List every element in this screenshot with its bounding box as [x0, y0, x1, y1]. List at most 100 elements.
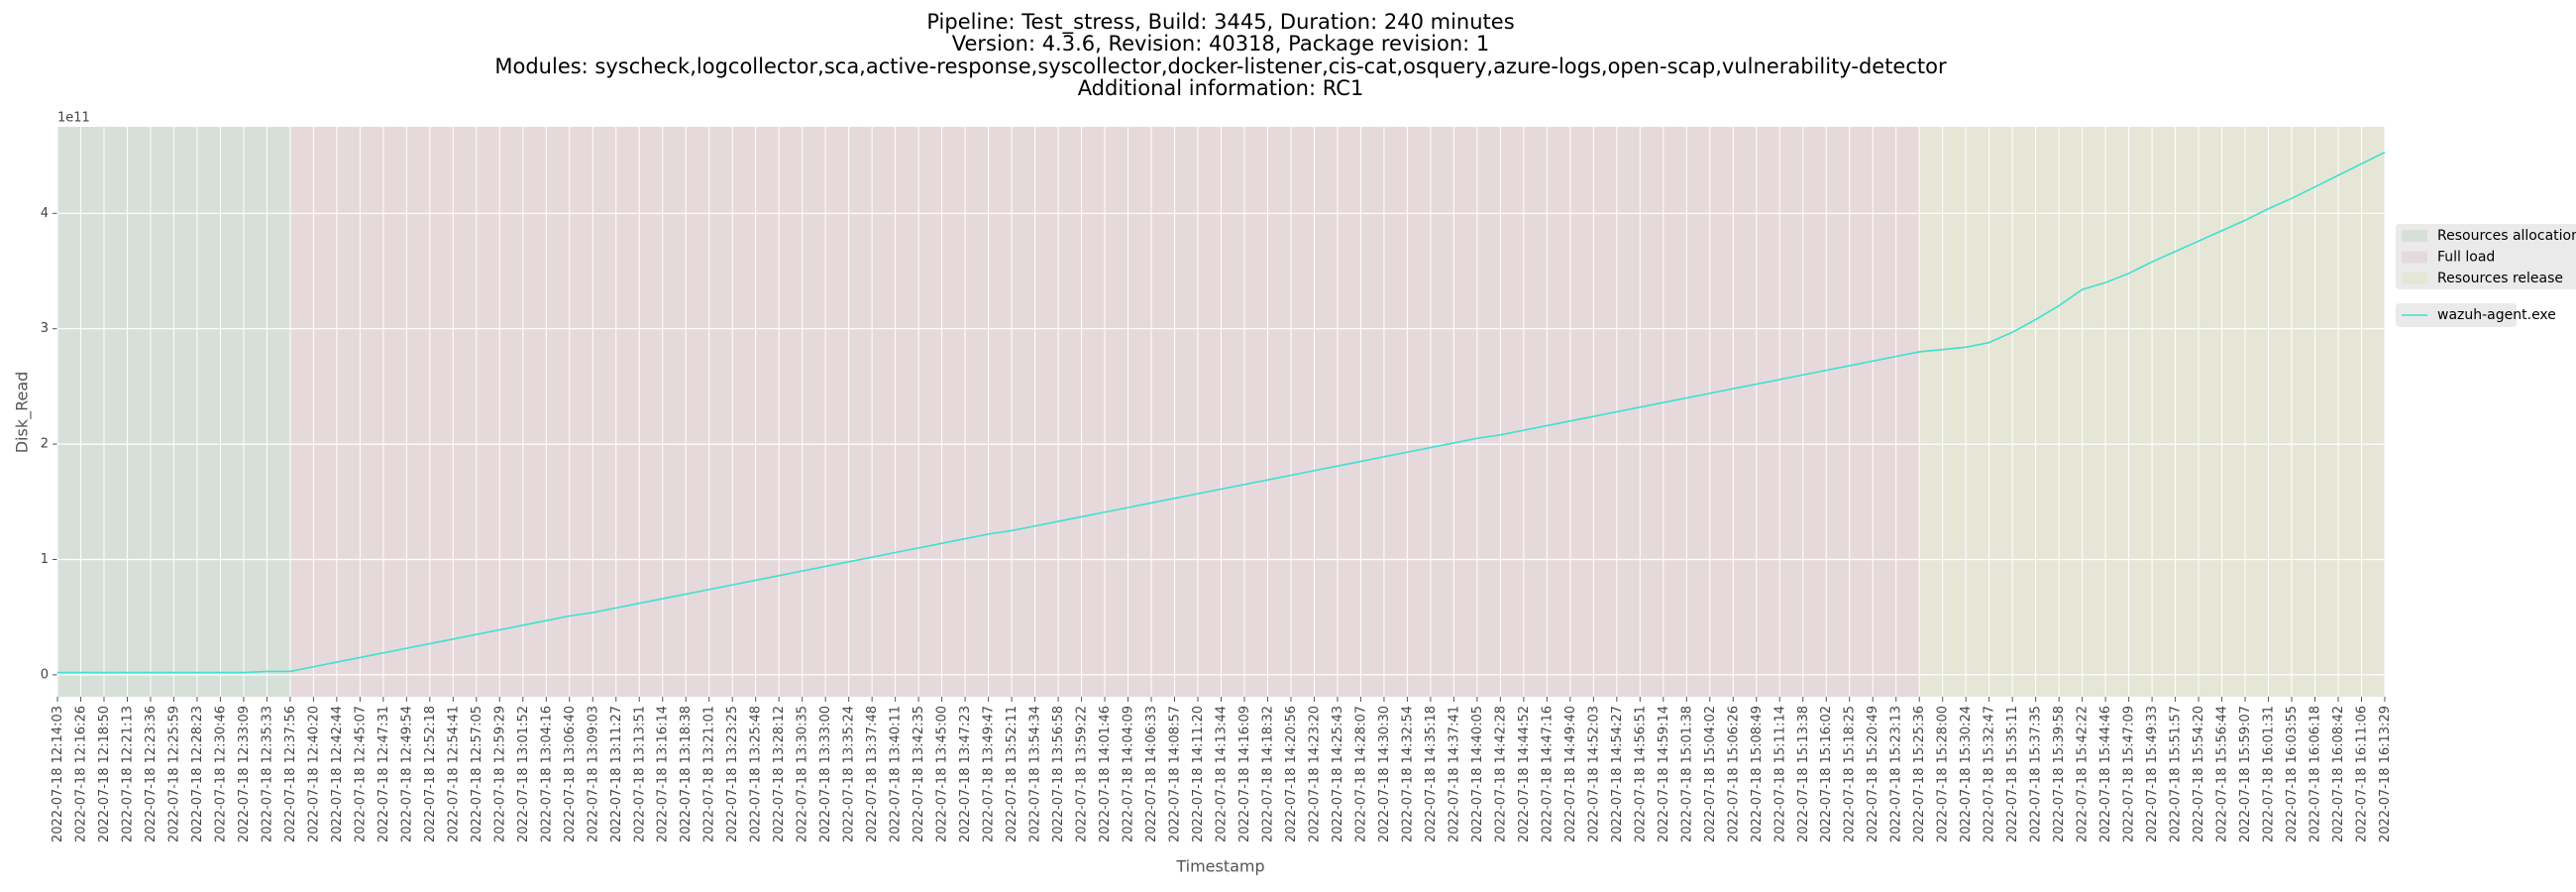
x-tick-label: 2022-07-18 15:32:47 — [1983, 706, 1997, 842]
x-tick-label: 2022-07-18 15:39:58 — [2052, 706, 2067, 842]
chart-subtitle: Version: 4.3.6, Revision: 40318, Package… — [952, 32, 1490, 56]
x-tick-label: 2022-07-18 15:23:13 — [1889, 706, 1904, 842]
x-tick-label: 2022-07-18 12:21:13 — [120, 706, 135, 842]
x-tick-label: 2022-07-18 14:01:46 — [1098, 706, 1113, 842]
legend-swatch — [2402, 230, 2427, 242]
x-tick-label: 2022-07-18 14:06:33 — [1144, 706, 1159, 842]
legend-label: Resources release — [2437, 271, 2563, 286]
legend-swatch — [2402, 273, 2427, 284]
x-tick-label: 2022-07-18 14:42:28 — [1493, 706, 1508, 842]
x-tick-label: 2022-07-18 12:23:36 — [144, 706, 159, 842]
line — [57, 151, 2386, 674]
x-tick-label: 2022-07-18 14:30:30 — [1377, 706, 1392, 842]
x-tick-label: 2022-07-18 14:20:56 — [1284, 706, 1299, 842]
x-tick-label: 2022-07-18 15:28:00 — [1936, 706, 1951, 842]
legend-label: wazuh-agent.exe — [2437, 307, 2556, 323]
x-tick-label: 2022-07-18 13:56:58 — [1051, 706, 1066, 842]
x-tick-label: 2022-07-18 15:35:11 — [2005, 706, 2020, 842]
x-tick-label: 2022-07-18 14:18:32 — [1260, 706, 1275, 842]
x-tick-label: 2022-07-18 15:42:22 — [2076, 706, 2091, 842]
x-tick-label: 2022-07-18 15:44:46 — [2098, 706, 2113, 842]
y-tick-label: 2 — [41, 437, 49, 452]
x-tick-label: 2022-07-18 13:54:34 — [1028, 706, 1043, 842]
x-tick-label: 2022-07-18 13:33:00 — [818, 706, 833, 842]
chart-subtitle: Additional information: RC1 — [1078, 76, 1364, 100]
x-tick-label: 2022-07-18 15:01:38 — [1679, 706, 1694, 842]
x-tick-label: 2022-07-18 14:37:41 — [1447, 706, 1461, 842]
y-tick-label: 3 — [41, 321, 49, 336]
x-tick-label: 2022-07-18 13:35:24 — [842, 706, 857, 842]
x-tick-label: 2022-07-18 12:47:31 — [376, 706, 391, 842]
x-tick-label: 2022-07-18 14:35:18 — [1424, 706, 1439, 842]
x-tick-label: 2022-07-18 13:25:48 — [749, 706, 764, 842]
x-tick-label: 2022-07-18 15:30:24 — [1959, 706, 1974, 842]
x-tick-label: 2022-07-18 13:45:00 — [935, 706, 950, 842]
x-tick-label: 2022-07-18 12:14:03 — [51, 706, 65, 842]
x-axis-label: Timestamp — [1175, 857, 1264, 876]
x-tick-label: 2022-07-18 12:16:26 — [73, 706, 88, 842]
x-tick-label: 2022-07-18 14:49:40 — [1563, 706, 1578, 842]
x-tick-label: 2022-07-18 14:59:14 — [1657, 706, 1671, 842]
x-tick-label: 2022-07-18 14:54:27 — [1610, 706, 1625, 842]
x-tick-label: 2022-07-18 14:23:20 — [1307, 706, 1322, 842]
x-tick-label: 2022-07-18 14:28:07 — [1353, 706, 1368, 842]
x-tick-label: 2022-07-18 15:08:49 — [1750, 706, 1765, 842]
x-tick-label: 2022-07-18 13:16:14 — [656, 706, 671, 842]
x-tick-label: 2022-07-18 15:13:38 — [1796, 706, 1811, 842]
y-tick-label: 0 — [41, 667, 49, 682]
x-tick-label: 2022-07-18 12:52:18 — [423, 706, 438, 842]
x-tick-label: 2022-07-18 13:21:01 — [702, 706, 717, 842]
x-tick-label: 2022-07-18 13:04:16 — [539, 706, 554, 842]
x-tick-label: 2022-07-18 12:35:33 — [260, 706, 274, 842]
x-tick-label: 2022-07-18 13:37:48 — [865, 706, 880, 842]
x-tick-label: 2022-07-18 13:59:22 — [1075, 706, 1090, 842]
x-tick-label: 2022-07-18 16:06:18 — [2308, 706, 2323, 842]
legend-box — [2396, 224, 2576, 289]
x-tick-label: 2022-07-18 15:04:02 — [1703, 706, 1718, 842]
x-tick-label: 2022-07-18 15:25:36 — [1912, 706, 1927, 842]
x-tick-label: 2022-07-18 12:30:46 — [213, 706, 228, 842]
x-tick-label: 2022-07-18 12:25:59 — [166, 706, 181, 842]
x-tick-label: 2022-07-18 14:08:57 — [1168, 706, 1183, 842]
y-scale-label: 1e11 — [57, 111, 90, 126]
x-tick-label: 2022-07-18 13:47:23 — [958, 706, 973, 842]
x-tick-label: 2022-07-18 16:01:31 — [2262, 706, 2277, 842]
x-tick-label: 2022-07-18 14:13:44 — [1215, 706, 1230, 842]
x-tick-label: 2022-07-18 15:37:35 — [2029, 706, 2044, 842]
x-tick-label: 2022-07-18 16:11:06 — [2355, 706, 2370, 842]
x-tick-label: 2022-07-18 13:28:12 — [772, 706, 787, 842]
x-tick-label: 2022-07-18 12:42:44 — [330, 706, 345, 842]
x-tick-label: 2022-07-18 14:56:51 — [1633, 706, 1648, 842]
x-tick-label: 2022-07-18 13:42:35 — [912, 706, 926, 842]
x-tick-label: 2022-07-18 13:06:40 — [563, 706, 578, 842]
x-tick-label: 2022-07-18 13:18:38 — [679, 706, 694, 842]
x-tick-label: 2022-07-18 13:11:27 — [609, 706, 624, 842]
x-tick-label: 2022-07-18 16:08:42 — [2331, 706, 2346, 842]
x-tick-label: 2022-07-18 15:18:25 — [1843, 706, 1858, 842]
x-tick-label: 2022-07-18 16:03:55 — [2285, 706, 2300, 842]
x-tick-label: 2022-07-18 12:59:29 — [492, 706, 507, 842]
legend-swatch — [2402, 251, 2427, 264]
x-tick-label: 2022-07-18 15:54:20 — [2192, 706, 2206, 842]
x-tick-label: 2022-07-18 14:32:54 — [1400, 706, 1415, 842]
x-tick-label: 2022-07-18 12:49:54 — [399, 706, 414, 842]
legend-label: Resources allocation — [2437, 228, 2576, 244]
x-tick-label: 2022-07-18 12:37:56 — [283, 706, 298, 842]
x-tick-label: 2022-07-18 12:33:09 — [237, 706, 252, 842]
x-tick-label: 2022-07-18 14:04:09 — [1122, 706, 1136, 842]
region-legend: Resources allocation Full load Resources r… — [2396, 224, 2576, 289]
x-tick-label: 2022-07-18 14:44:52 — [1517, 706, 1532, 842]
x-tick-label: 2022-07-18 12:54:41 — [446, 706, 461, 842]
x-tick-label: 2022-07-18 15:11:14 — [1772, 706, 1787, 842]
x-tick-label: 2022-07-18 12:57:05 — [470, 706, 484, 842]
y-tick-label: 4 — [41, 206, 49, 221]
x-tick-label: 2022-07-18 15:59:07 — [2238, 706, 2253, 842]
chart-subtitle: Modules: syscheck,logcollector,sca,activ… — [494, 55, 1947, 78]
x-tick-label: 2022-07-18 14:47:16 — [1540, 706, 1555, 842]
x-tick-label: 2022-07-18 14:25:43 — [1331, 706, 1345, 842]
legend-label: Full load — [2437, 250, 2495, 266]
x-tick-label: 2022-07-18 14:40:05 — [1470, 706, 1485, 842]
x-tick-label: 2022-07-18 12:18:50 — [97, 706, 112, 842]
